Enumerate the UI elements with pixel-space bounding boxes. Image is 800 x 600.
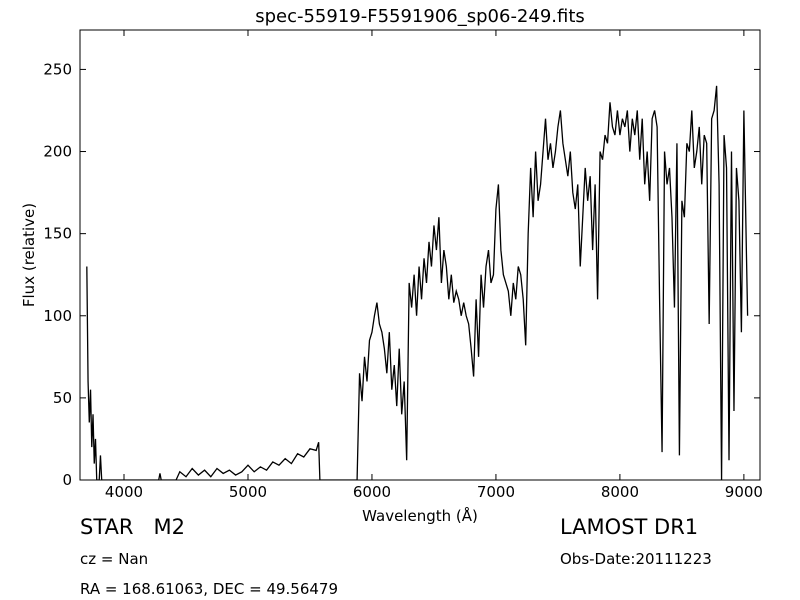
obs-date-label: Obs-Date:20111223 xyxy=(560,550,712,568)
x-tick-label: 6000 xyxy=(353,483,391,501)
x-tick-label: 8000 xyxy=(601,483,639,501)
x-tick-label: 9000 xyxy=(725,483,763,501)
y-tick-label: 0 xyxy=(62,471,72,489)
y-tick-label: 200 xyxy=(43,143,72,161)
y-axis-label: Flux (relative) xyxy=(20,203,38,307)
y-tick-label: 150 xyxy=(43,225,72,243)
x-axis-label: Wavelength (Å) xyxy=(362,506,478,525)
axes-frame xyxy=(79,29,761,481)
x-tick-label: 4000 xyxy=(105,483,143,501)
y-tick-label: 100 xyxy=(43,307,72,325)
coords-label: RA = 168.61063, DEC = 49.56479 xyxy=(80,580,338,598)
x-tick-label: 7000 xyxy=(477,483,515,501)
object-label: STAR M2 xyxy=(80,515,185,539)
plot-area xyxy=(86,85,749,480)
y-tick-label: 50 xyxy=(53,389,72,407)
y-tick-label: 250 xyxy=(43,60,72,78)
spectrum-line xyxy=(86,85,749,480)
x-tick-label: 5000 xyxy=(229,483,267,501)
redshift-label: cz = Nan xyxy=(80,550,148,568)
survey-label: LAMOST DR1 xyxy=(560,515,698,539)
chart-title: spec-55919-F5591906_sp06-249.fits xyxy=(255,6,585,27)
